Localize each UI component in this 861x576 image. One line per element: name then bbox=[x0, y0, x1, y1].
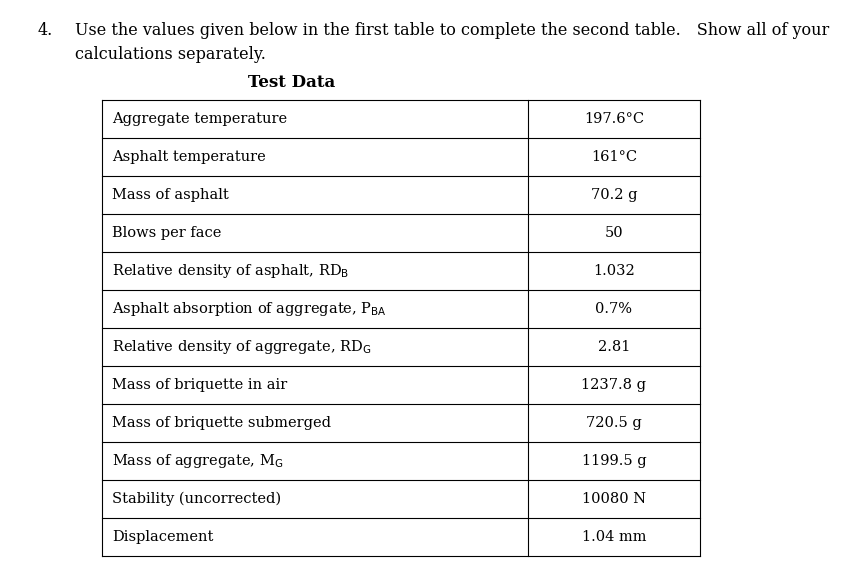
Text: Stability (uncorrected): Stability (uncorrected) bbox=[112, 492, 281, 506]
Text: 720.5 g: 720.5 g bbox=[585, 416, 641, 430]
Text: Asphalt absorption of aggregate, P$_{\mathrm{BA}}$: Asphalt absorption of aggregate, P$_{\ma… bbox=[112, 300, 387, 318]
Text: 0.7%: 0.7% bbox=[595, 302, 632, 316]
Text: Blows per face: Blows per face bbox=[112, 226, 221, 240]
Text: 2.81: 2.81 bbox=[598, 340, 629, 354]
Text: Asphalt temperature: Asphalt temperature bbox=[112, 150, 265, 164]
Text: 161°C: 161°C bbox=[591, 150, 636, 164]
Text: Aggregate temperature: Aggregate temperature bbox=[112, 112, 287, 126]
Text: Mass of briquette submerged: Mass of briquette submerged bbox=[112, 416, 331, 430]
Text: Relative density of asphalt, RD$_{\mathrm{B}}$: Relative density of asphalt, RD$_{\mathr… bbox=[112, 262, 349, 280]
Text: Displacement: Displacement bbox=[112, 530, 214, 544]
Text: 1.032: 1.032 bbox=[592, 264, 635, 278]
Text: Mass of briquette in air: Mass of briquette in air bbox=[112, 378, 287, 392]
Text: calculations separately.: calculations separately. bbox=[75, 46, 265, 63]
Text: 10080 N: 10080 N bbox=[581, 492, 645, 506]
Text: 1237.8 g: 1237.8 g bbox=[581, 378, 646, 392]
Text: 197.6°C: 197.6°C bbox=[583, 112, 643, 126]
Text: 1199.5 g: 1199.5 g bbox=[581, 454, 646, 468]
Text: Mass of aggregate, M$_{\mathrm{G}}$: Mass of aggregate, M$_{\mathrm{G}}$ bbox=[112, 452, 283, 470]
Text: 50: 50 bbox=[604, 226, 623, 240]
Text: 4.: 4. bbox=[38, 22, 53, 39]
Text: 1.04 mm: 1.04 mm bbox=[581, 530, 646, 544]
Text: Relative density of aggregate, RD$_{\mathrm{G}}$: Relative density of aggregate, RD$_{\mat… bbox=[112, 338, 371, 356]
Text: Use the values given below in the first table to complete the second table. Show: Use the values given below in the first … bbox=[75, 22, 828, 39]
Text: Test Data: Test Data bbox=[248, 74, 335, 91]
Text: Mass of asphalt: Mass of asphalt bbox=[112, 188, 228, 202]
Text: 70.2 g: 70.2 g bbox=[590, 188, 636, 202]
